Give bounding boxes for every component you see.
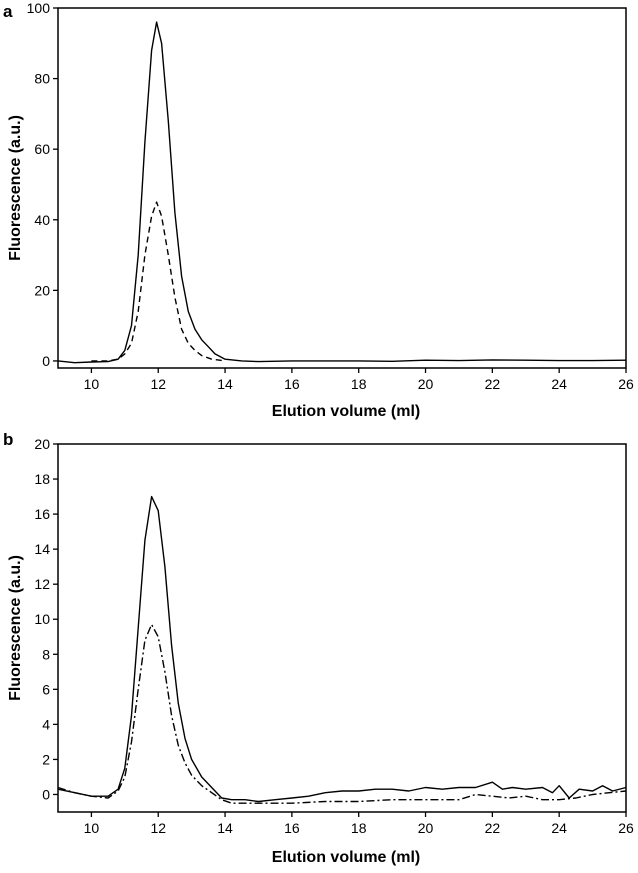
series-line-b-dash-dot xyxy=(57,623,627,804)
x-tick-label-a-10: 10 xyxy=(84,376,100,392)
x-tick-label-a-18: 18 xyxy=(351,376,367,392)
y-tick-label-b-14: 14 xyxy=(34,541,50,557)
y-tick-label-a-60: 60 xyxy=(34,141,50,157)
x-tick-label-b-26: 26 xyxy=(618,820,634,836)
y-tick-label-b-10: 10 xyxy=(34,611,50,627)
x-tick-label-b-18: 18 xyxy=(351,820,367,836)
y-tick-label-b-0: 0 xyxy=(42,786,50,802)
series-line-b-solid xyxy=(57,495,627,803)
x-tick-label-b-12: 12 xyxy=(150,820,166,836)
series-group-b xyxy=(57,495,627,804)
panel-a: a 10 12 14 16 18 20 22 24 26 0 20 40 60 80 100 Elution… xyxy=(3,0,634,420)
y-tick-label-b-6: 6 xyxy=(42,681,50,697)
y-tick-label-a-20: 20 xyxy=(34,282,50,298)
y-tick-label-a-100: 100 xyxy=(27,0,51,16)
x-tick-label-a-14: 14 xyxy=(217,376,233,392)
x-tick-label-b-24: 24 xyxy=(551,820,567,836)
x-tick-label-a-24: 24 xyxy=(551,376,567,392)
plot-frame-a xyxy=(57,7,627,369)
x-tick-label-b-14: 14 xyxy=(217,820,233,836)
series-line-a-solid xyxy=(57,21,627,364)
series-group-a xyxy=(57,21,627,364)
x-tick-label-b-20: 20 xyxy=(418,820,434,836)
x-tick-label-b-22: 22 xyxy=(485,820,501,836)
y-tick-label-b-2: 2 xyxy=(42,751,50,767)
y-tick-label-b-4: 4 xyxy=(42,716,50,732)
x-tick-label-a-22: 22 xyxy=(485,376,501,392)
panel-label-b: b xyxy=(3,430,13,449)
y-tick-label-a-40: 40 xyxy=(34,212,50,228)
series-line-a-dashed xyxy=(91,201,226,362)
x-tick-label-a-20: 20 xyxy=(418,376,434,392)
x-tick-label-a-26: 26 xyxy=(618,376,634,392)
y-tick-label-b-12: 12 xyxy=(34,576,50,592)
x-axis-title-b: Elution volume (ml) xyxy=(272,849,420,866)
x-axis-title-a: Elution volume (ml) xyxy=(272,403,420,420)
y-tick-label-b-16: 16 xyxy=(34,506,50,522)
x-tick-label-a-12: 12 xyxy=(150,376,166,392)
y-axis-title-b: Fluorescence (a.u.) xyxy=(7,555,24,701)
y-tick-label-b-8: 8 xyxy=(42,646,50,662)
y-tick-label-b-20: 20 xyxy=(34,436,50,452)
x-tick-label-b-16: 16 xyxy=(284,820,300,836)
x-tick-label-a-16: 16 xyxy=(284,376,300,392)
y-tick-label-a-80: 80 xyxy=(34,71,50,87)
x-tick-label-b-10: 10 xyxy=(84,820,100,836)
axis-ticks-a: 10 12 14 16 18 20 22 24 26 0 20 40 60 80 100 xyxy=(27,0,634,392)
panel-label-a: a xyxy=(3,2,13,21)
y-tick-label-a-0: 0 xyxy=(42,353,50,369)
y-tick-label-b-18: 18 xyxy=(34,471,50,487)
y-axis-title-a: Fluorescence (a.u.) xyxy=(7,115,24,261)
plot-frame-b xyxy=(57,443,627,813)
